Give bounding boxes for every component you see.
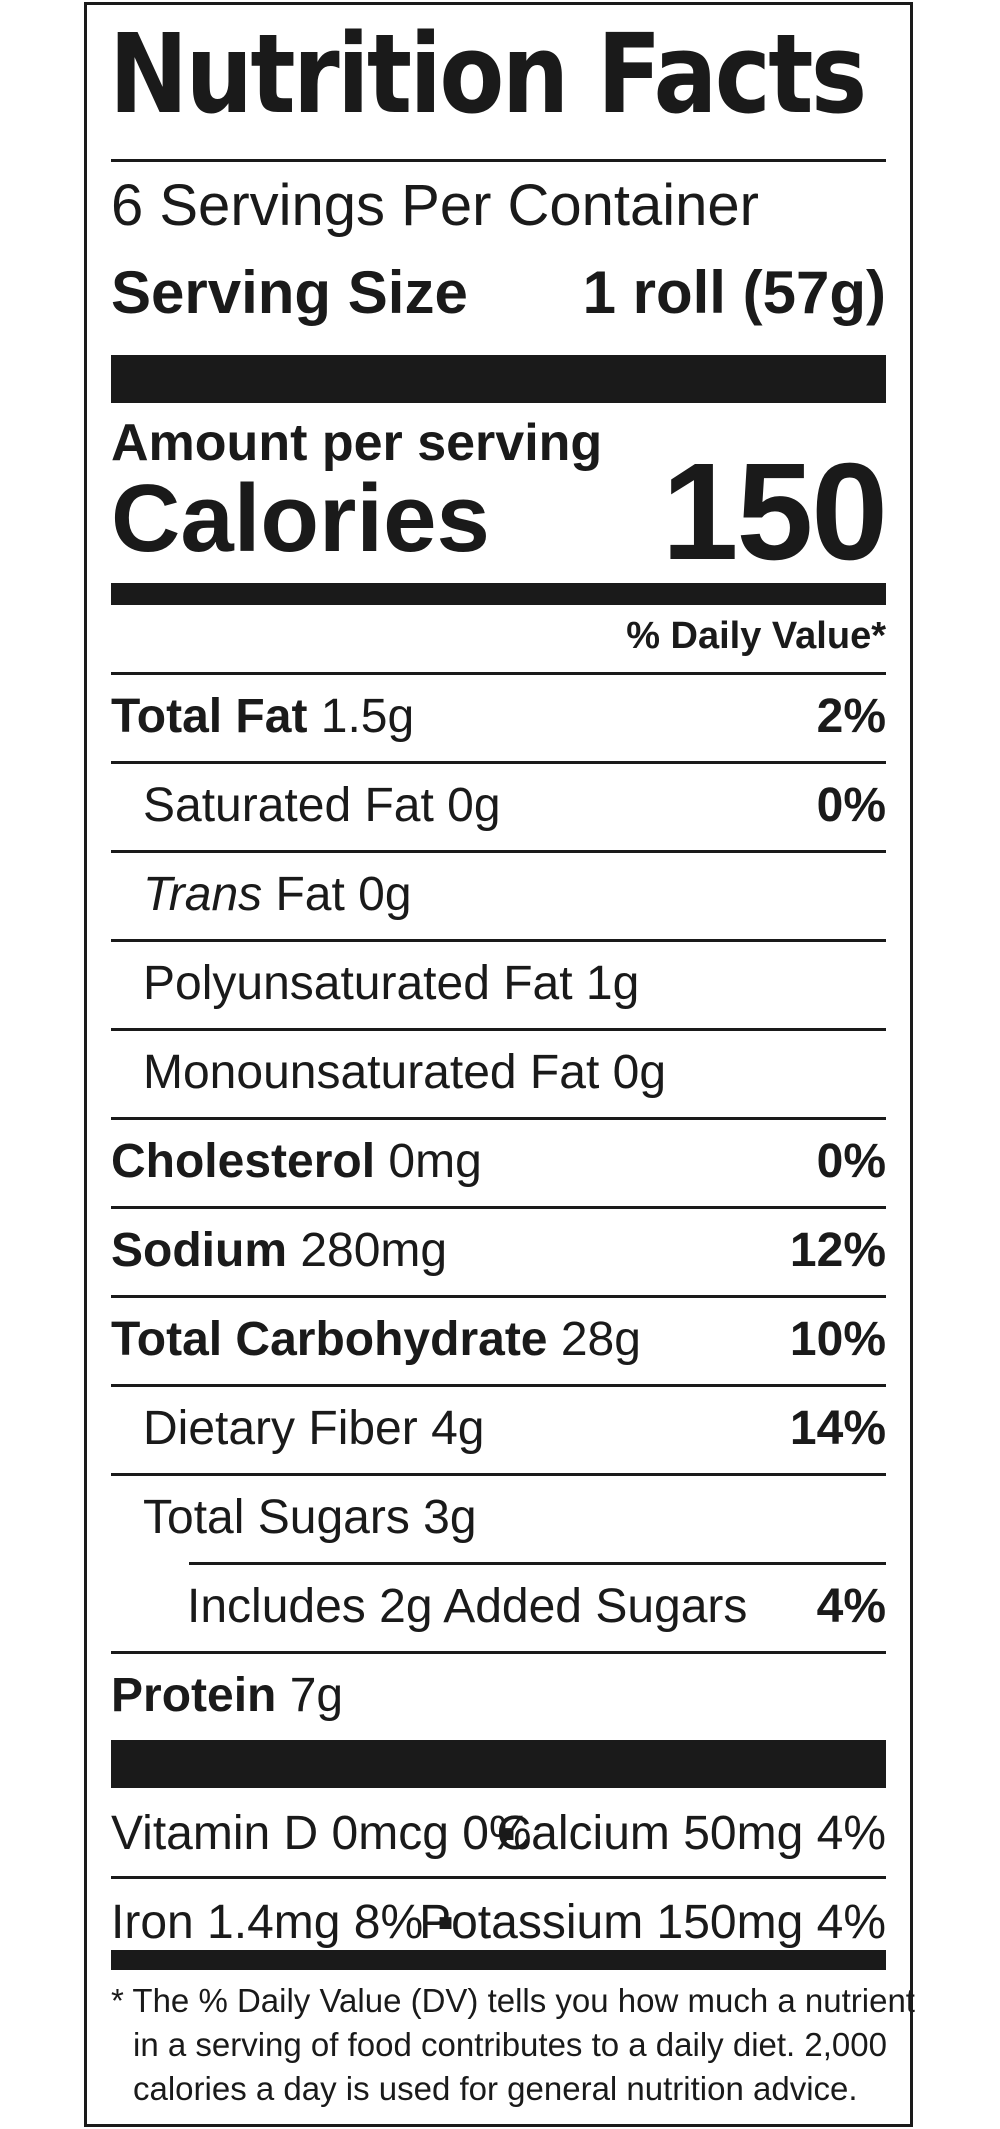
amount-per-serving: Amount per serving [111, 414, 603, 472]
calories-label: Calories [111, 465, 490, 572]
nutrient-dv: 10% [789, 1313, 886, 1366]
mineral-row-right: Potassium 150mg 4% [419, 1896, 886, 1949]
serving-size-value: 1 roll (57g) [582, 259, 886, 326]
servings-per-container: 6 Servings Per Container [111, 173, 759, 238]
divider [111, 1384, 886, 1387]
daily-value-header: % Daily Value* [626, 615, 886, 657]
separator-dot: ▪ [437, 1896, 455, 1949]
nutrient-row-added-sugars: Includes 2g Added Sugars 4% [111, 1565, 886, 1651]
nutrient-row-protein: Protein 7g [111, 1654, 886, 1740]
nutrient-row-saturated-fat: Saturated Fat 0g 0% [111, 764, 886, 850]
thick-divider [111, 1740, 886, 1788]
footnote-line: * The % Daily Value (DV) tells you how m… [111, 1982, 915, 2019]
footnote: * The % Daily Value (DV) tells you how m… [111, 1979, 915, 2111]
mineral-row-left: Iron 1.4mg 8% [111, 1896, 424, 1949]
nutrient-name: Cholesterol 0mg [111, 1135, 482, 1188]
divider [111, 672, 886, 675]
divider [111, 1295, 886, 1298]
nutrient-row-monounsaturated-fat: Monounsaturated Fat 0g [111, 1031, 886, 1117]
nutrient-name: Dietary Fiber 4g [143, 1402, 485, 1455]
nutrient-row-polyunsaturated-fat: Polyunsaturated Fat 1g [111, 942, 886, 1028]
nutrient-row-sodium: Sodium 280mg 12% [111, 1209, 886, 1295]
nutrient-name: Includes 2g Added Sugars [187, 1580, 748, 1633]
divider [111, 1028, 886, 1031]
thick-divider [111, 355, 886, 403]
footnote-line: calories a day is used for general nutri… [133, 2070, 858, 2107]
label-title: Nutrition Facts [109, 10, 867, 138]
footnote-line: in a serving of food contributes to a da… [133, 2026, 887, 2063]
nutrient-name: Total Sugars 3g [143, 1491, 477, 1544]
indented-divider [189, 1562, 886, 1565]
nutrient-name: Polyunsaturated Fat 1g [143, 957, 640, 1010]
nutrient-dv: 14% [789, 1402, 886, 1455]
nutrient-name: Total Carbohydrate 28g [111, 1313, 641, 1366]
medium-divider [111, 583, 886, 605]
nutrient-row-total-sugars: Total Sugars 3g [111, 1476, 886, 1562]
nutrition-facts-label: Nutrition Facts 6 Servings Per Container… [84, 2, 915, 2127]
nutrient-name: Saturated Fat 0g [143, 779, 501, 832]
nutrient-dv: 0% [816, 1135, 886, 1188]
divider [111, 1473, 886, 1476]
nutrient-name: Trans Fat 0g [143, 868, 412, 921]
divider [111, 850, 886, 853]
nutrient-name: Sodium 280mg [111, 1224, 448, 1277]
calories-value: 150 [661, 435, 888, 589]
divider [111, 159, 886, 162]
nutrient-row-dietary-fiber: Dietary Fiber 4g 14% [111, 1387, 886, 1473]
label-content: Nutrition Facts 6 Servings Per Container… [109, 5, 915, 2124]
nutrient-dv: 12% [789, 1224, 886, 1277]
mineral-row: Iron 1.4mg 8% ▪ Potassium 150mg 4% [111, 1879, 886, 1965]
divider [111, 1206, 886, 1209]
nutrient-dv: 0% [816, 779, 886, 832]
nutrient-name: Monounsaturated Fat 0g [143, 1046, 667, 1099]
separator-dot: ▪ [499, 1807, 517, 1860]
divider [111, 939, 886, 942]
divider [111, 761, 886, 764]
nutrient-dv: 2% [816, 690, 886, 743]
vitamin-row-right: Calcium 50mg 4% [496, 1807, 886, 1860]
serving-size-label: Serving Size [111, 259, 468, 326]
vitamin-d-calcium-left: Vitamin D 0mcg 0% [111, 1807, 532, 1860]
medium-divider [111, 1950, 886, 1970]
nutrient-name: Protein 7g [111, 1669, 344, 1722]
divider [111, 1876, 886, 1879]
divider [111, 1651, 886, 1654]
divider [111, 1117, 886, 1120]
vitamin-row: Vitamin D 0mcg 0% ▪ Calcium 50mg 4% [111, 1790, 886, 1876]
nutrient-row-cholesterol: Cholesterol 0mg 0% [111, 1120, 886, 1206]
nutrient-row-total-fat: Total Fat 1.5g 2% [111, 675, 886, 761]
nutrient-name: Total Fat 1.5g [111, 690, 415, 743]
nutrient-row-trans-fat: Trans Fat 0g [111, 853, 886, 939]
nutrient-dv: 4% [816, 1580, 886, 1633]
nutrient-row-total-carbohydrate: Total Carbohydrate 28g 10% [111, 1298, 886, 1384]
